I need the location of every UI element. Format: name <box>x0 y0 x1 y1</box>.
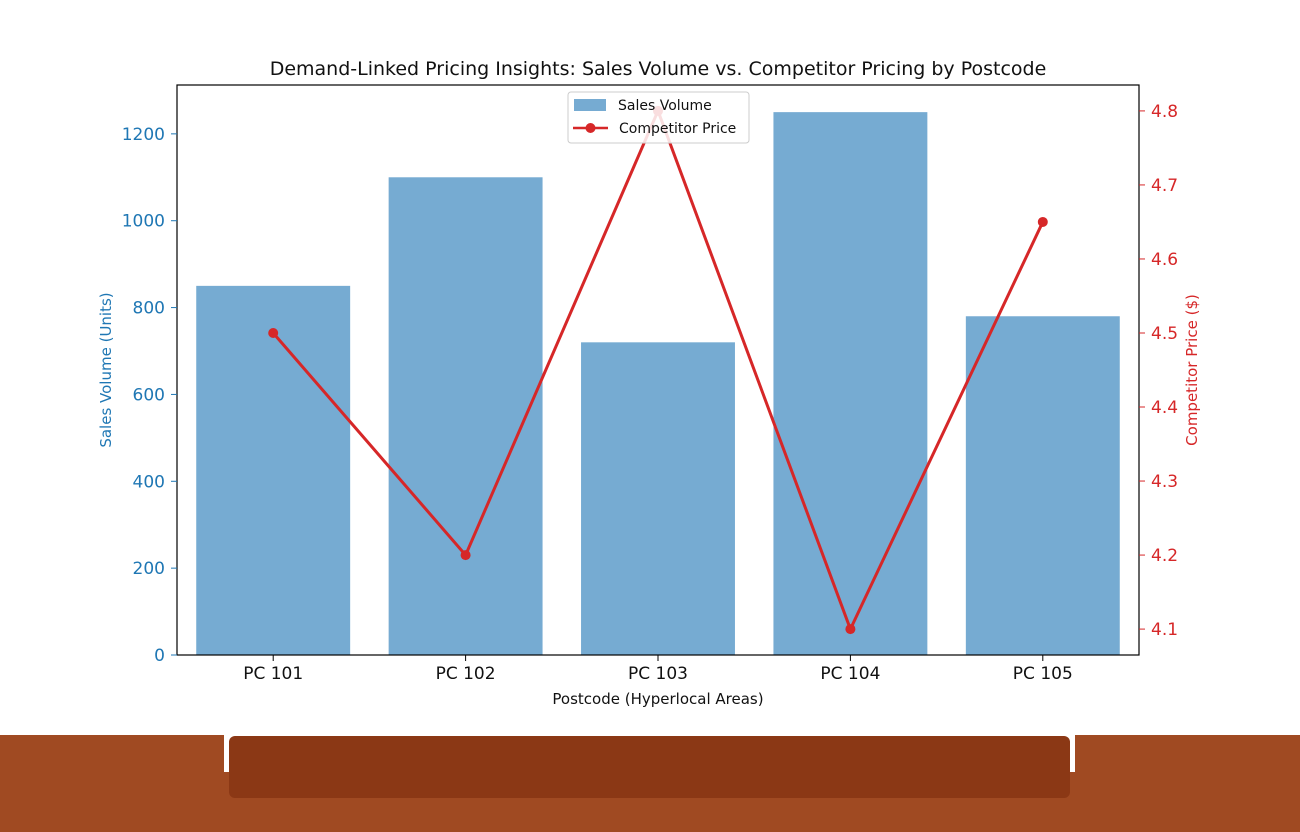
footer-right-panel <box>1075 735 1300 772</box>
y-left-tick-label: 600 <box>133 385 165 405</box>
bar-pc-105 <box>965 316 1120 655</box>
y-right-tick-label: 4.3 <box>1151 472 1178 492</box>
y-axis-right: 4.1 4.2 4.3 4.4 4.5 4.6 4.7 4.8 <box>1139 102 1178 640</box>
legend-label-competitor-price: Competitor Price <box>619 121 736 137</box>
y-right-tick-label: 4.2 <box>1151 546 1178 566</box>
y-left-tick-label: 1200 <box>122 125 165 145</box>
bar-pc-102 <box>388 177 543 656</box>
price-point-pc-105 <box>1037 216 1048 227</box>
y-left-tick-label: 1000 <box>122 212 165 232</box>
x-tick-label: PC 102 <box>436 664 496 684</box>
y-left-tick-label: 400 <box>133 472 165 492</box>
x-tick-label: PC 105 <box>1013 664 1073 684</box>
legend: Sales Volume Competitor Price <box>567 91 750 144</box>
y-right-tick-label: 4.7 <box>1151 176 1178 196</box>
legend-marker-competitor-price <box>585 123 596 133</box>
footer-left-panel <box>0 735 224 772</box>
y-axis-right-label: Competitor Price ($) <box>1183 294 1201 446</box>
x-axis: PC 101 PC 102 PC 103 PC 104 PC 105 <box>243 655 1073 684</box>
y-right-tick-label: 4.6 <box>1151 250 1178 270</box>
chart-title: Demand-Linked Pricing Insights: Sales Vo… <box>270 58 1047 80</box>
y-left-tick-label: 200 <box>133 559 165 579</box>
y-right-tick-label: 4.8 <box>1151 102 1178 122</box>
bar-pc-104 <box>773 112 928 655</box>
legend-label-sales-volume: Sales Volume <box>618 98 712 114</box>
y-right-tick-label: 4.5 <box>1151 324 1178 344</box>
bar-pc-101 <box>196 285 351 655</box>
x-tick-label: PC 101 <box>243 664 303 684</box>
price-point-pc-102 <box>460 550 471 561</box>
dual-axis-chart: Demand-Linked Pricing Insights: Sales Vo… <box>97 58 1201 708</box>
price-point-pc-104 <box>845 624 856 635</box>
y-right-tick-label: 4.4 <box>1151 398 1178 418</box>
y-right-tick-label: 4.1 <box>1151 620 1178 640</box>
price-point-pc-101 <box>268 327 279 338</box>
bar-pc-103 <box>581 342 735 655</box>
y-axis-left: 0 200 400 600 800 1000 1200 <box>122 125 177 666</box>
legend-swatch-sales-volume <box>574 99 606 111</box>
footer-bar[interactable] <box>229 736 1070 798</box>
y-left-tick-label: 0 <box>154 646 165 666</box>
x-axis-label: Postcode (Hyperlocal Areas) <box>552 690 763 708</box>
y-axis-left-label: Sales Volume (Units) <box>97 292 115 447</box>
legend-box <box>567 91 750 144</box>
x-tick-label: PC 103 <box>628 664 688 684</box>
bar-series-sales-volume <box>196 112 1120 656</box>
y-left-tick-label: 800 <box>133 299 165 319</box>
x-tick-label: PC 104 <box>820 664 880 684</box>
